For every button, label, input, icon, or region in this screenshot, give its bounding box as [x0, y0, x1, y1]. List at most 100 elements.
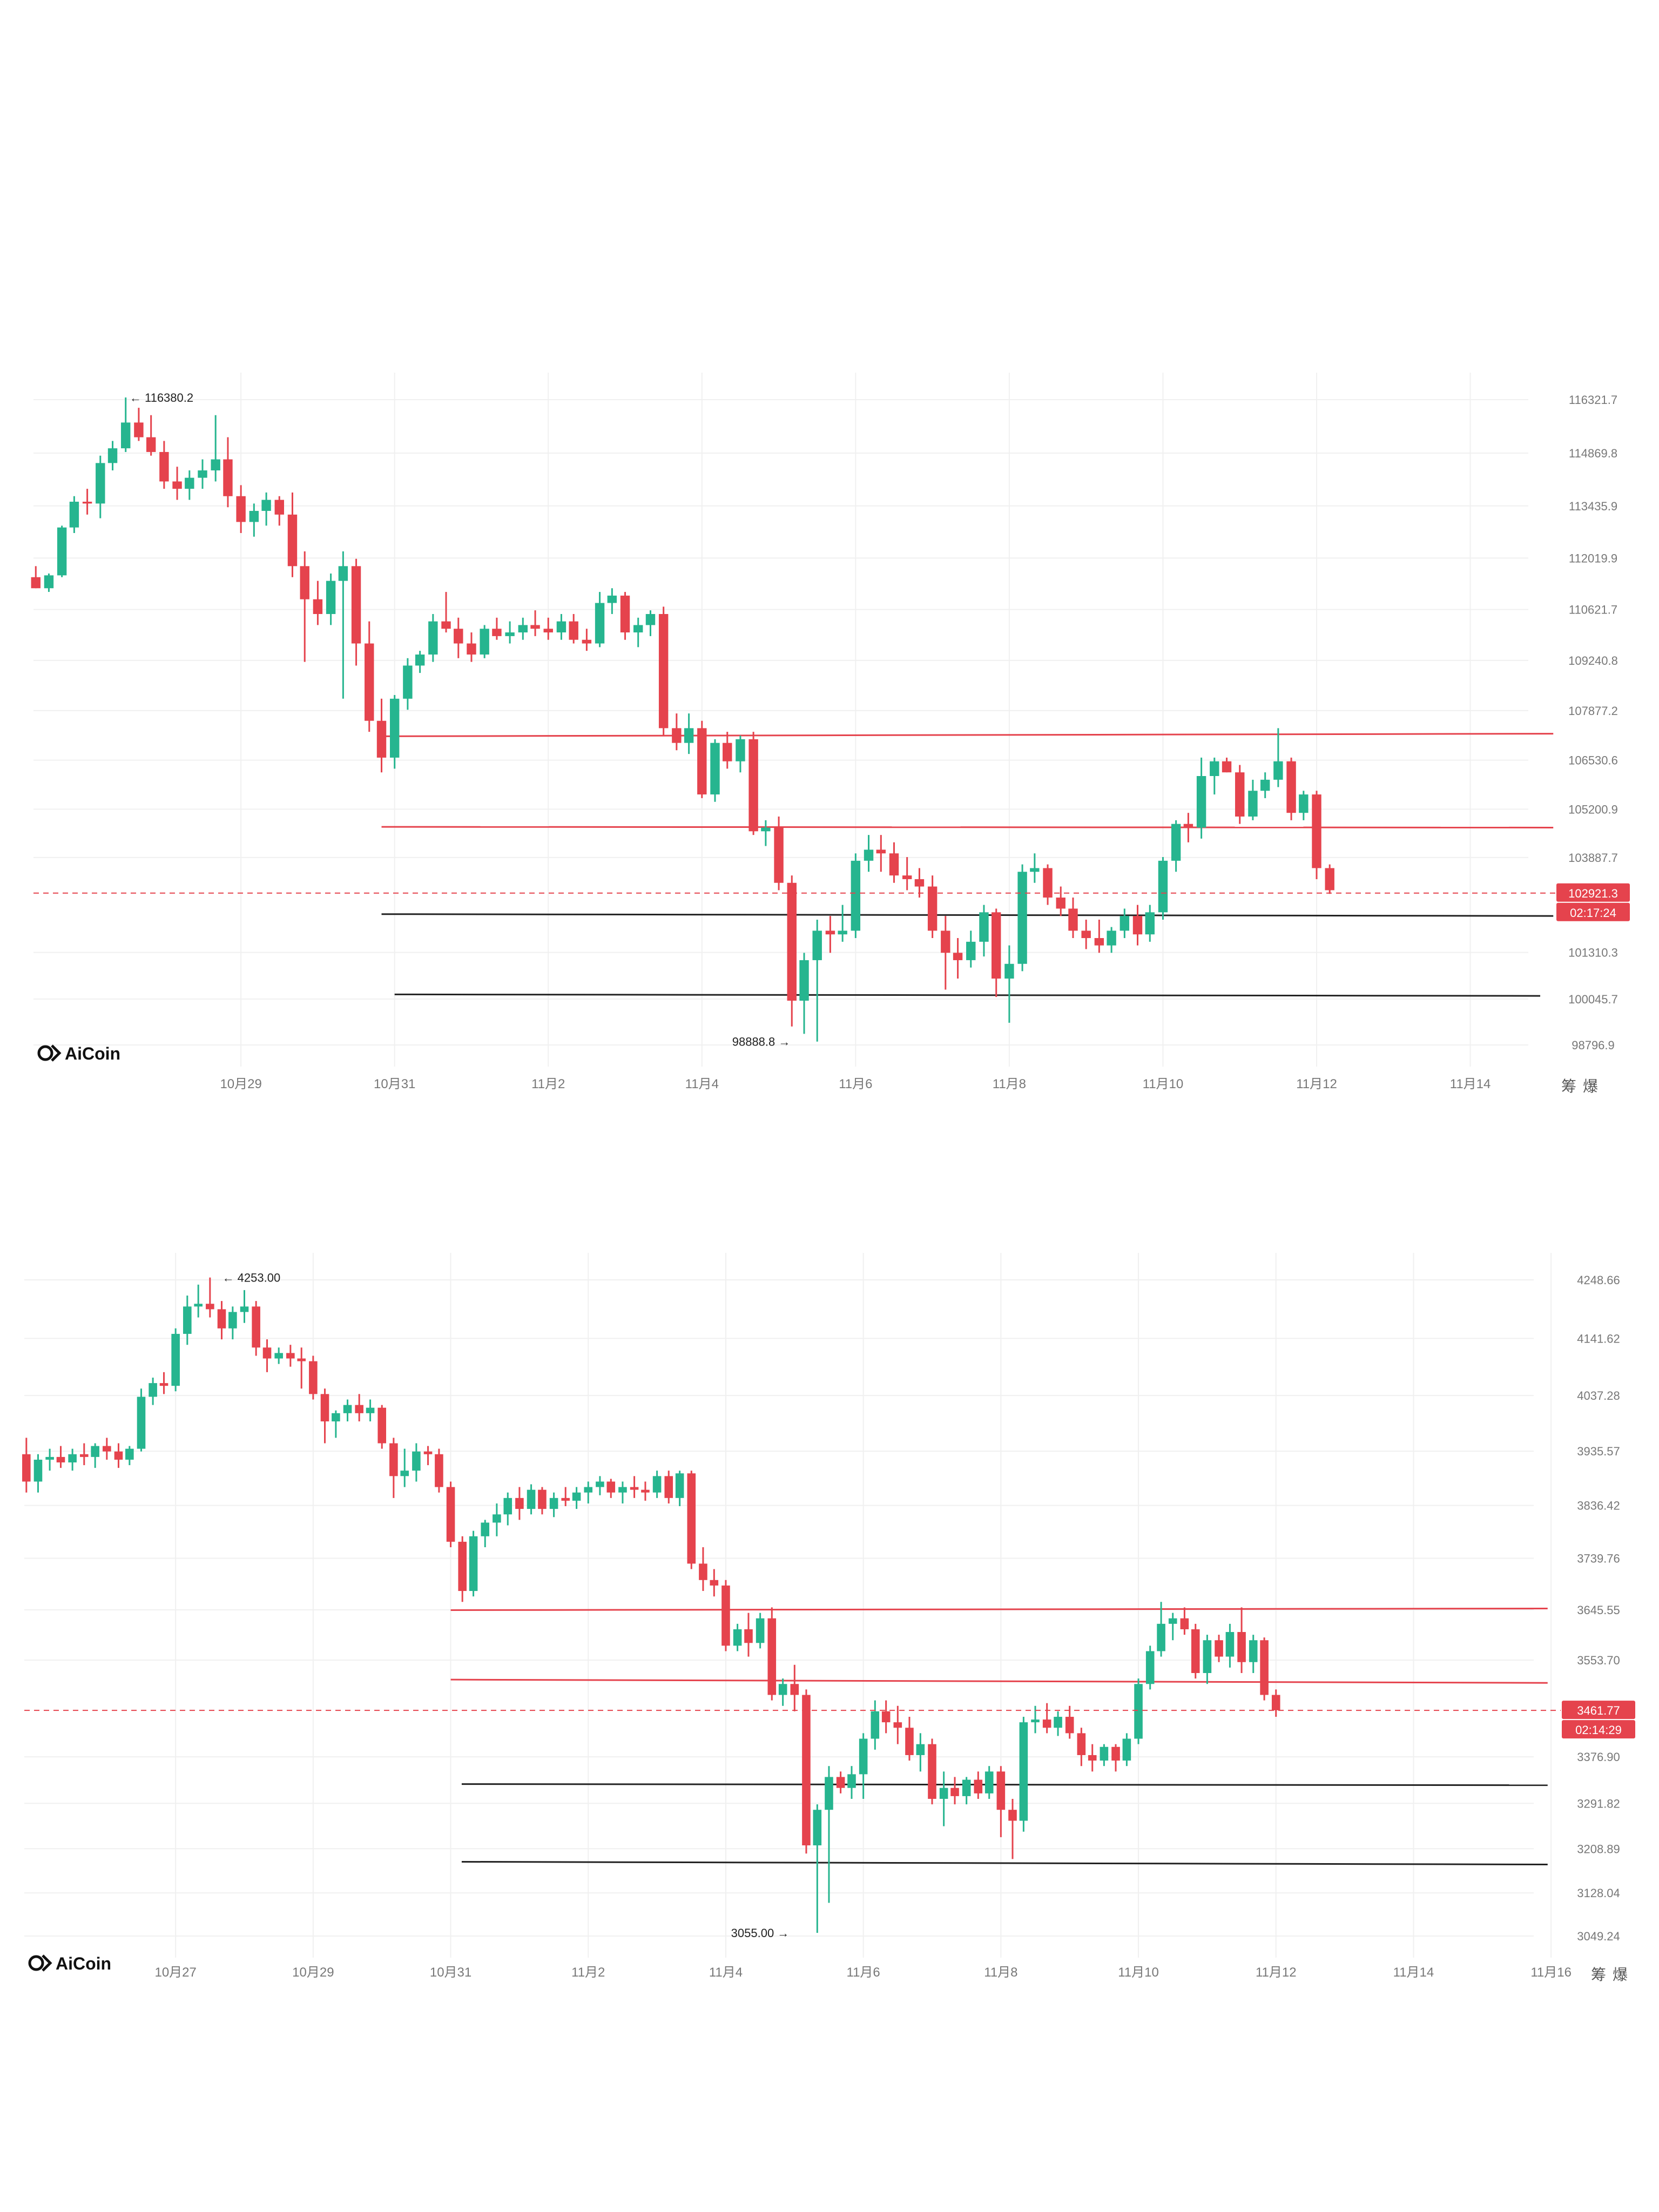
countdown-tag [1562, 1720, 1635, 1739]
candle-body-up [481, 1522, 490, 1536]
candle-body-up [633, 625, 643, 633]
x-tick-label: 11月4 [709, 1965, 743, 1980]
candle-body-down [1065, 1717, 1074, 1734]
candle-body-up [1299, 794, 1309, 813]
candle-body-up [389, 698, 400, 758]
candle-body-down [515, 1498, 524, 1509]
candle-body-down [902, 875, 912, 879]
candle-body-up [1225, 1632, 1235, 1657]
candle-body-down [569, 621, 578, 640]
btc-candlestick-chart[interactable]: 116321.7 114869.8 113435.9 112019.9 110621.7… [0, 373, 1659, 1118]
candle-body-down [172, 481, 182, 489]
y-tick-label: 3128.04 [1577, 1886, 1620, 1900]
candle-body-up [412, 1451, 421, 1471]
candle-body-down [287, 514, 298, 567]
candle-body-down [286, 1353, 295, 1359]
candle-body-down [1094, 938, 1104, 946]
candle-body-up [1157, 1623, 1165, 1651]
candle-body-down [1271, 1695, 1280, 1710]
candle-body-up [261, 500, 271, 511]
candle-body-down [1081, 930, 1091, 939]
candle-body-down [82, 501, 92, 504]
candle-body-up [736, 739, 745, 761]
candle-body-up [1171, 824, 1181, 861]
candle-body-down [941, 930, 950, 953]
eth-candlestick-chart[interactable]: 4248.66 4141.62 4037.28 3935.57 3836.42 3739.… [0, 1253, 1659, 2009]
candle-body-down [928, 1744, 936, 1799]
candle-body-up [1004, 963, 1014, 979]
countdown-tag [1556, 902, 1630, 921]
candle-body-down [351, 566, 361, 644]
level-line-black [381, 913, 1554, 917]
level-line-red [381, 733, 1554, 737]
footer-label: 筹 [1561, 1078, 1576, 1095]
y-tick-label: 114869.8 [1569, 447, 1617, 460]
candle-body-up [1249, 1640, 1258, 1662]
candle-body-down [355, 1405, 363, 1413]
y-tick-label: 3208.89 [1577, 1842, 1620, 1856]
candle-body-up [403, 665, 413, 699]
candle-body-up [1203, 1640, 1212, 1673]
y-tick-label: 106530.6 [1568, 754, 1618, 767]
candle-body-up [338, 566, 348, 581]
y-tick-label: 3645.55 [1577, 1603, 1620, 1617]
candle-body-up [799, 960, 809, 1001]
candle-body-up [1122, 1738, 1131, 1761]
candle-body-down [787, 882, 797, 1001]
candle-body-up [240, 1306, 249, 1312]
candle-body-down [630, 1487, 639, 1490]
y-tick-label: 113435.9 [1569, 500, 1617, 513]
y-tick-label: 101310.3 [1568, 946, 1618, 960]
x-tick-label: 10月31 [430, 1965, 471, 1980]
candle-body-down [1237, 1632, 1246, 1662]
candle-body-down [1068, 908, 1078, 931]
candle-body-down [262, 1347, 272, 1359]
candle-body-up [415, 654, 425, 666]
candle-body-down [389, 1443, 398, 1476]
x-tick-label: 11月2 [571, 1965, 605, 1980]
candle-body-down [723, 743, 732, 761]
candle-body-down [114, 1451, 123, 1460]
candle-body-down [767, 1618, 777, 1695]
candle-body-down [950, 1788, 959, 1796]
candle-body-up [400, 1471, 409, 1476]
candle-body-up [149, 1383, 157, 1397]
y-tick-label: 3836.42 [1577, 1499, 1620, 1513]
y-tick-label: 110621.7 [1569, 603, 1617, 617]
candle-body-up [1120, 916, 1130, 931]
candle-body-down [1043, 868, 1053, 898]
candle-body-up [966, 941, 976, 960]
candle-body-up [684, 728, 694, 743]
y-tick-label: 98796.9 [1572, 1038, 1615, 1052]
candle-body-down [641, 1489, 650, 1493]
candle-body-up [851, 860, 861, 931]
candle-body-up [33, 1459, 43, 1482]
x-tick-label: 11月8 [993, 1077, 1026, 1091]
x-tick-label: 11月12 [1256, 1965, 1297, 1980]
candle-body-down [159, 1383, 168, 1386]
candle-body-down [974, 1779, 983, 1793]
y-tick-label: 109240.8 [1568, 654, 1618, 667]
candle-body-up [1260, 779, 1270, 791]
candle-body-up [493, 1514, 501, 1523]
x-tick-label: 11月8 [984, 1965, 1017, 1980]
candle-body-down [223, 459, 233, 496]
x-tick-label: 10月29 [220, 1077, 261, 1091]
candle-body-down [697, 728, 707, 795]
candle-body-up [107, 448, 118, 463]
x-tick-label: 11月12 [1296, 1077, 1337, 1091]
candle-body-up [194, 1304, 203, 1307]
logo-mark-icon [37, 1045, 53, 1061]
candle-body-up [1210, 761, 1219, 777]
candle-body-down [905, 1728, 914, 1755]
candle-body-up [57, 527, 67, 576]
candle-body-up [847, 1774, 856, 1788]
y-tick-label: 4141.62 [1577, 1332, 1620, 1345]
candle-body-up [1107, 930, 1116, 946]
candle-body-down [889, 853, 899, 876]
footer-label: 爆 [1613, 1966, 1628, 1983]
candle-body-up [527, 1489, 536, 1509]
candle-body-down [313, 599, 323, 614]
candle-body-down [881, 1711, 891, 1723]
candle-body-down [825, 930, 835, 935]
